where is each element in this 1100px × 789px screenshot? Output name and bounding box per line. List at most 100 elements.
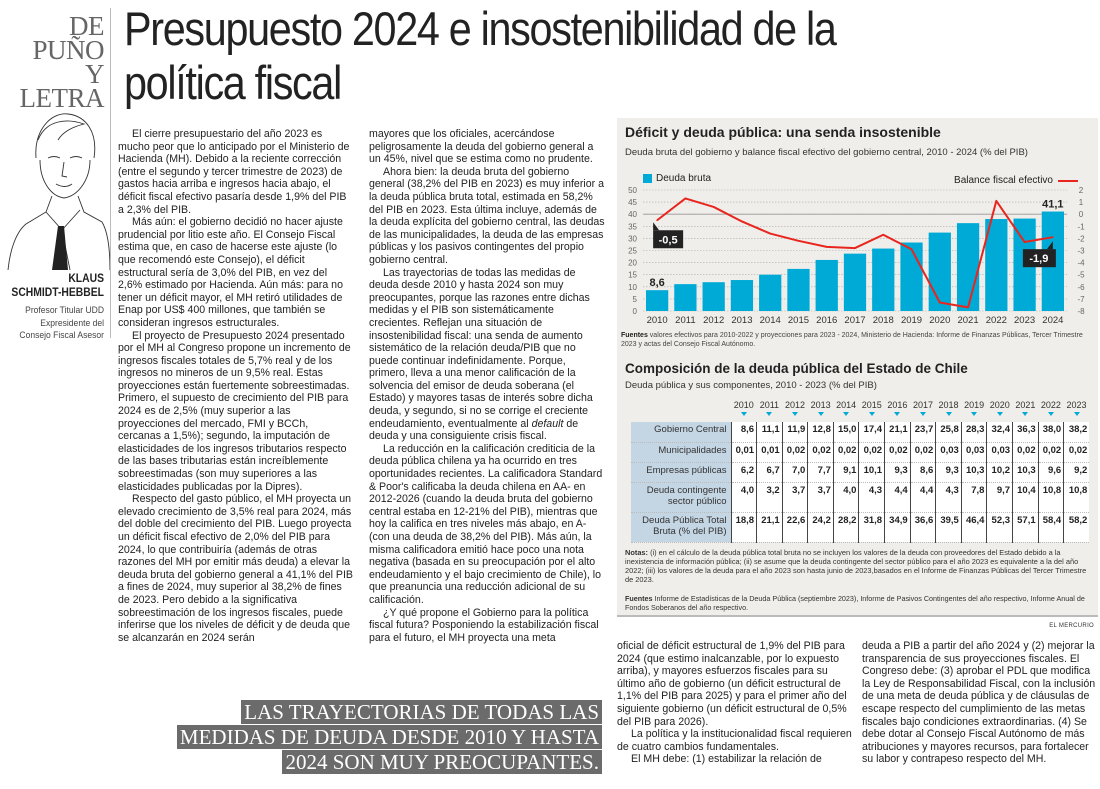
paragraph: El cierre presupuestario del año 2023 es…	[118, 128, 350, 216]
section-name: DE PUÑO Y LETRA	[2, 13, 105, 113]
triangle-marker-icon	[791, 412, 798, 416]
bar-label-first: 8,6	[649, 277, 664, 289]
line-point	[882, 233, 885, 236]
right-axis-tick: -6	[1077, 283, 1085, 292]
column-year: 2021	[1015, 400, 1036, 410]
table-cell: 10,3	[1012, 462, 1039, 483]
left-axis-tick: 45	[628, 198, 637, 207]
left-axis-tick: 40	[628, 210, 637, 219]
row-label: Empresas públicas	[631, 462, 731, 483]
table-cell: 4,0	[832, 482, 859, 513]
table-cell: 38,2	[1063, 422, 1090, 443]
line-point	[684, 197, 687, 200]
table-cell: 0,03	[935, 442, 962, 463]
table-cell: 10,2	[986, 462, 1013, 483]
x-axis-tick: 2017	[844, 315, 865, 326]
table-cell: 10,3	[960, 462, 987, 483]
table-cell: 36,3	[1012, 422, 1039, 443]
x-axis-tick: 2020	[929, 315, 950, 326]
table-cell: 23,7	[909, 422, 936, 443]
column-year: 2020	[989, 400, 1010, 410]
column-year: 2014	[836, 400, 857, 410]
line-point	[1023, 241, 1026, 243]
table-cell: 0,03	[986, 442, 1013, 463]
table-column-header: 2010	[731, 400, 757, 422]
x-axis-tick: 2016	[816, 315, 837, 326]
left-axis-tick: 15	[628, 271, 637, 280]
bar	[985, 219, 1008, 311]
table-cell: 21,1	[756, 512, 783, 543]
table-cell: 9,7	[986, 482, 1013, 513]
paragraph: El MH debe: (1) estabilizar la relación …	[631, 753, 822, 766]
triangle-marker-icon	[1073, 412, 1080, 416]
table-row: Deuda Pública Total Bruta (% del PIB) 18,…	[631, 512, 1090, 543]
x-axis-tick: 2019	[901, 315, 922, 326]
legend-label: Deuda bruta	[656, 173, 712, 184]
table-column-header: 2021	[1013, 400, 1039, 422]
line-point	[741, 220, 743, 223]
right-axis-tick: -4	[1077, 259, 1085, 268]
legend-bar: Deuda bruta	[643, 173, 711, 184]
paragraph: La política y la institucionalidad fisca…	[617, 728, 852, 753]
line-point	[939, 301, 941, 304]
table-cell: 9,3	[935, 462, 962, 483]
x-axis-tick: 2018	[873, 315, 894, 326]
table-cell: 0,02	[832, 442, 859, 463]
table-column-header: 2019	[961, 400, 987, 422]
table-column-header: 2022	[1038, 400, 1064, 422]
table-header-row: 2010 2011 2012 2013 2014 2015 2016 2017 2018 2019…	[631, 400, 1089, 422]
table-cell: 8,6	[730, 422, 757, 443]
bar	[956, 223, 980, 311]
table-cell: 18,8	[730, 512, 757, 543]
line-label-last: -1,9	[1029, 253, 1048, 265]
table-cell: 11,9	[781, 422, 808, 443]
table-corner	[631, 400, 731, 422]
table-cell: 10,8	[1037, 482, 1064, 513]
column-year: 2012	[784, 400, 805, 410]
table-column-header: 2020	[987, 400, 1013, 422]
row-label: Municipalidades	[631, 442, 731, 463]
table-cell: 46,4	[960, 512, 987, 543]
x-axis-tick: 2013	[731, 315, 752, 326]
table-cell: 38,0	[1037, 422, 1064, 443]
column-year: 2013	[810, 400, 831, 410]
column-year: 2016	[887, 400, 908, 410]
body-column-1: El cierre presupuestario del año 2023 es…	[118, 128, 354, 644]
table-cell: 34,9	[884, 512, 911, 543]
triangle-marker-icon	[945, 412, 952, 416]
row-label: Deuda Pública Total Bruta (% del PIB)	[631, 512, 731, 543]
table-cell: 6,2	[730, 462, 757, 483]
table-cell: 4,4	[909, 482, 936, 513]
author-name: KLAUS SCHMIDT-HEBBEL	[10, 272, 104, 300]
row-label: Deuda contingente sector público	[631, 482, 731, 513]
table-cell: 10,4	[1012, 482, 1039, 513]
table-cell: 58,4	[1037, 512, 1064, 543]
bar	[730, 280, 754, 311]
paragraph: La reducción en la calificación creditic…	[369, 442, 603, 606]
table-cell: 39,5	[935, 512, 962, 543]
table-cell: 3,7	[781, 482, 808, 513]
table-column-header: 2014	[833, 400, 859, 422]
section-name-line: Y LETRA	[19, 59, 105, 113]
paragraph: El proyecto de Presupuesto 2024 presenta…	[118, 329, 351, 493]
body-column-3: oficial de déficit estructural de 1,9% d…	[617, 640, 853, 766]
chart-subtitle: Deuda bruta del gobierno y balance fisca…	[625, 147, 1028, 158]
chart-title: Déficit y deuda pública: una senda insos…	[625, 124, 941, 140]
notes-text: (i) en el cálculo de la deuda pública to…	[625, 548, 1087, 584]
debt-composition-table: 2010 2011 2012 2013 2014 2015 2016 2017 2018 2019…	[631, 400, 1090, 543]
bar	[646, 290, 669, 311]
line-point	[712, 206, 715, 208]
x-axis-tick: 2011	[675, 315, 695, 326]
column-year: 2022	[1040, 400, 1061, 410]
bar	[843, 253, 867, 311]
author-role: Profesor Titular UDD Expresidente del Co…	[10, 305, 104, 343]
table-cell: 21,1	[884, 422, 911, 443]
paragraph: ¿Y qué propone el Gobierno para la polít…	[369, 606, 599, 644]
triangle-marker-icon	[971, 412, 978, 416]
column-year: 2011	[759, 400, 780, 410]
table-cell: 0,01	[730, 442, 757, 463]
body-column-4: deuda a PIB a partir del año 2024 y (2) …	[862, 640, 1098, 766]
row-label: Gobierno Central	[631, 422, 731, 443]
table-title: Composición de la deuda pública del Esta…	[625, 361, 968, 376]
